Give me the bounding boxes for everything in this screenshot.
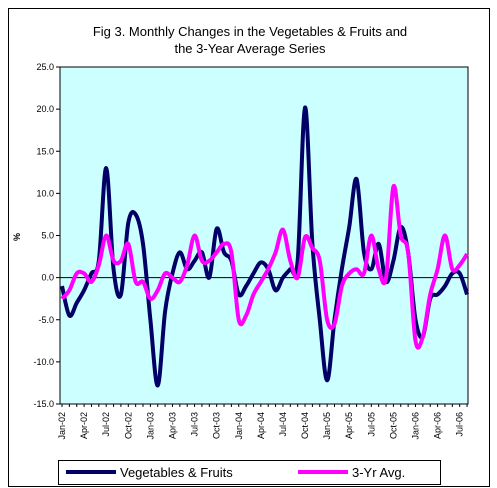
x-tick-label: Oct-05 (388, 412, 398, 439)
legend-box (58, 460, 441, 485)
y-tick-label: -15.0 (33, 399, 54, 409)
x-tick-label: Jul-02 (101, 412, 111, 437)
x-tick-label: Jul-05 (366, 412, 376, 437)
series-line (60, 105, 469, 388)
x-tick-label: Apr-04 (256, 412, 266, 439)
series-line (60, 184, 469, 350)
y-tick-label: -10.0 (33, 357, 54, 367)
x-tick-label: Jan-04 (234, 412, 244, 440)
legend-text: Vegetables & Fruits (120, 465, 233, 480)
chart-title: the 3-Year Average Series (174, 41, 326, 56)
y-tick-label: 0.0 (41, 273, 54, 283)
x-tick-label: Jul-03 (190, 412, 200, 437)
x-tick-label: Oct-04 (300, 412, 310, 439)
x-tick-label: Apr-06 (433, 412, 443, 439)
x-tick-label: Apr-02 (79, 412, 89, 439)
x-tick-label: Apr-03 (167, 412, 177, 439)
x-tick-label: Jan-05 (322, 412, 332, 440)
y-tick-label: 10.0 (36, 188, 54, 198)
y-tick-label: -5.0 (38, 315, 54, 325)
chart-title: Fig 3. Monthly Changes in the Vegetables… (93, 24, 407, 39)
x-tick-label: Jan-03 (145, 412, 155, 440)
x-tick-label: Jul-06 (455, 412, 465, 437)
x-tick-label: Oct-02 (123, 412, 133, 439)
x-tick-label: Apr-05 (344, 412, 354, 439)
x-tick-label: Jan-06 (411, 412, 421, 440)
y-tick-label: 20.0 (36, 104, 54, 114)
x-tick-label: Oct-03 (212, 412, 222, 439)
y-tick-label: 5.0 (41, 231, 54, 241)
y-axis-label: % (12, 233, 22, 241)
legend-text: 3-Yr Avg. (352, 465, 405, 480)
y-tick-label: 25.0 (36, 62, 54, 72)
x-tick-label: Jul-04 (278, 412, 288, 437)
x-tick-label: Jan-02 (57, 412, 67, 440)
y-tick-label: 15.0 (36, 146, 54, 156)
